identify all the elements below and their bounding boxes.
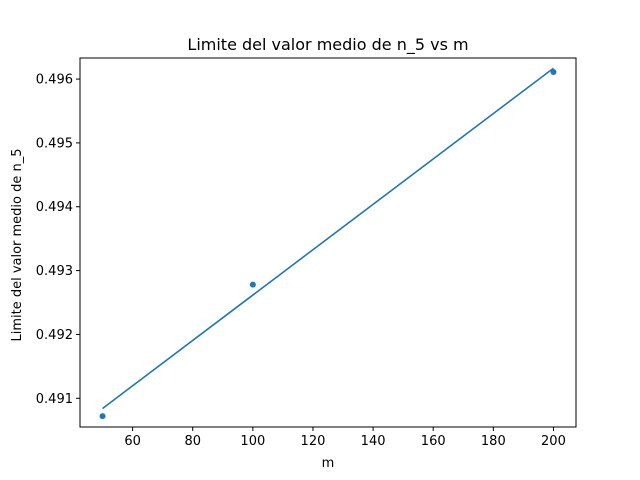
y-axis-ticks: 0.491 0.492 0.493 0.494 0.495 0.496 bbox=[36, 73, 80, 407]
x-tick-label: 120 bbox=[301, 434, 326, 449]
x-tick-label: 160 bbox=[421, 434, 446, 449]
fit-line bbox=[102, 67, 554, 410]
series-layer bbox=[99, 67, 557, 420]
x-axis-label: m bbox=[322, 456, 335, 471]
data-point bbox=[249, 281, 256, 288]
x-tick-label: 80 bbox=[184, 434, 201, 449]
x-tick-label: 200 bbox=[541, 434, 566, 449]
chart-title: Limite del valor medio de n_5 vs m bbox=[187, 35, 468, 55]
y-tick-label: 0.494 bbox=[36, 200, 73, 215]
y-tick-label: 0.495 bbox=[36, 136, 73, 151]
x-axis-ticks: 60 80 100 120 140 160 180 200 bbox=[124, 427, 566, 449]
y-tick-label: 0.491 bbox=[36, 392, 73, 407]
data-point bbox=[99, 413, 106, 420]
x-tick-label: 140 bbox=[361, 434, 386, 449]
data-point bbox=[550, 69, 557, 76]
y-tick-label: 0.496 bbox=[36, 73, 73, 88]
x-tick-label: 60 bbox=[124, 434, 141, 449]
y-axis-label: Limite del valor medio de n_5 bbox=[10, 148, 25, 341]
y-tick-label: 0.492 bbox=[36, 328, 73, 343]
x-tick-label: 180 bbox=[481, 434, 506, 449]
x-tick-label: 100 bbox=[240, 434, 265, 449]
plot-frame bbox=[79, 57, 577, 428]
y-tick-label: 0.493 bbox=[36, 264, 73, 279]
